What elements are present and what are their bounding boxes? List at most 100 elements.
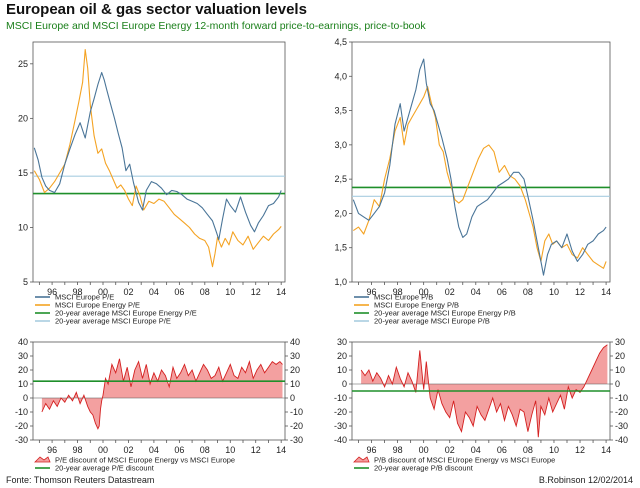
y-tick-label: 3,5 <box>334 106 347 116</box>
series-line-1 <box>33 49 282 268</box>
y-tick-label: 0 <box>23 393 28 403</box>
legend-pe_discount: P/E discount of MSCI Europe Energy vs MS… <box>34 456 235 473</box>
y-tick-label: -40 <box>334 435 347 445</box>
legend-label: MSCI Europe Energy P/B <box>374 301 459 310</box>
y-tick-label: 10 <box>337 365 347 375</box>
legend-label: MSCI Europe Energy P/E <box>55 301 140 310</box>
y-tick-label: 20 <box>18 113 28 123</box>
discount-line <box>41 358 283 430</box>
x-tick-label: 96 <box>47 445 57 455</box>
x-tick-label: 14 <box>601 445 611 455</box>
x-tick-label: 02 <box>123 287 133 297</box>
plot-frame <box>351 41 611 283</box>
legend-label: P/B discount of MSCI EUrope Energy vs MS… <box>374 456 555 465</box>
x-tick-label: 06 <box>174 445 184 455</box>
x-tick-label: 08 <box>200 287 210 297</box>
y-tick-label-right: -30 <box>615 421 628 431</box>
legend-label: 20-year average MSCI Europe Energy P/E <box>55 309 197 318</box>
y-tick-label: 2,5 <box>334 174 347 184</box>
y-tick-label: 5 <box>23 277 28 287</box>
y-tick-label-right: 30 <box>615 337 625 347</box>
y-tick-label: 40 <box>18 337 28 347</box>
y-tick-label: 25 <box>18 59 28 69</box>
y-tick-label-right: 20 <box>615 351 625 361</box>
y-tick-label: 20 <box>337 351 347 361</box>
x-tick-label: 04 <box>471 287 481 297</box>
y-tick-label: 30 <box>337 337 347 347</box>
legend-label: 20-year average MSCI Europe Energy P/B <box>374 309 516 318</box>
x-tick-label: 06 <box>174 287 184 297</box>
source-note: Fonte: Thomson Reuters Datastream <box>6 475 155 485</box>
y-tick-label: 2,0 <box>334 208 347 218</box>
y-tick-label: 20 <box>18 365 28 375</box>
x-tick-label: 98 <box>393 287 403 297</box>
y-tick-label-right: 10 <box>290 379 300 389</box>
y-tick-label-right: 40 <box>290 337 300 347</box>
x-tick-label: 06 <box>497 287 507 297</box>
y-tick-label-right: -10 <box>290 407 303 417</box>
x-tick-label: 08 <box>200 445 210 455</box>
x-tick-label: 00 <box>419 445 429 455</box>
legend-label: 20-year average P/E discount <box>55 464 155 473</box>
legend-label: P/E discount of MSCI Europe Energy vs MS… <box>55 456 235 465</box>
legend-swatch-area <box>34 456 51 463</box>
legend-label: 20-year average P/B discount <box>374 464 474 473</box>
y-tick-label: -20 <box>15 421 28 431</box>
author-note: B.Robinson 12/02/2014 <box>538 475 633 485</box>
x-tick-label: 12 <box>251 445 261 455</box>
x-tick-label: 10 <box>225 287 235 297</box>
y-tick-label: -30 <box>15 435 28 445</box>
x-tick-label: 14 <box>601 287 611 297</box>
chart-pb: 1,0 1,5 2,0 2,5 3,0 3,5 4,0 4,5 96 98 00 02 04 06 08 10… <box>334 37 611 326</box>
y-tick-label-right: 30 <box>290 351 300 361</box>
y-tick-label-right: -20 <box>290 421 303 431</box>
y-tick-label: -10 <box>334 393 347 403</box>
plot-frame <box>32 341 286 441</box>
x-tick-label: 12 <box>575 287 585 297</box>
x-tick-label: 98 <box>73 445 83 455</box>
x-tick-label: 12 <box>251 287 261 297</box>
y-tick-label: -30 <box>334 421 347 431</box>
x-tick-label: 02 <box>123 445 133 455</box>
x-tick-label: 02 <box>445 287 455 297</box>
y-tick-label: 10 <box>18 222 28 232</box>
y-tick-label: 4,5 <box>334 37 347 47</box>
y-tick-label: 30 <box>18 351 28 361</box>
series-line-0 <box>33 71 282 241</box>
x-tick-label: 08 <box>523 445 533 455</box>
plot-frame <box>32 41 286 283</box>
series-line-0 <box>352 58 607 276</box>
legend-pb_discount: P/B discount of MSCI EUrope Energy vs MS… <box>353 456 555 473</box>
chart-pe: 5 10 15 20 25 96 98 00 02 04 06 08 10 12 14 MSCI Europe… <box>18 41 286 326</box>
x-tick-label: 06 <box>497 445 507 455</box>
y-tick-label: 4,0 <box>334 71 347 81</box>
x-tick-label: 08 <box>523 287 533 297</box>
discount-area <box>41 358 283 429</box>
x-tick-label: 04 <box>149 287 159 297</box>
y-tick-label: 15 <box>18 168 28 178</box>
y-tick-label-right: -10 <box>615 393 628 403</box>
x-tick-label: 98 <box>393 445 403 455</box>
y-tick-label: 1,0 <box>334 277 347 287</box>
y-tick-label: -10 <box>15 407 28 417</box>
discount-line <box>360 344 608 438</box>
y-tick-label: 0 <box>342 379 347 389</box>
y-tick-label-right: 0 <box>615 379 620 389</box>
legend-swatch-area <box>353 456 370 463</box>
x-tick-label: 98 <box>73 287 83 297</box>
x-tick-label: 10 <box>549 445 559 455</box>
y-tick-label-right: 0 <box>290 393 295 403</box>
y-tick-label-right: -30 <box>290 435 303 445</box>
legend-label: MSCI Europe P/B <box>374 293 433 302</box>
x-tick-label: 04 <box>149 445 159 455</box>
page-title: European oil & gas sector valuation leve… <box>6 1 307 18</box>
x-tick-label: 96 <box>367 445 377 455</box>
x-tick-label: 02 <box>445 445 455 455</box>
legend-label: MSCI Europe P/E <box>55 293 114 302</box>
x-tick-label: 12 <box>575 445 585 455</box>
x-tick-label: 14 <box>276 287 286 297</box>
x-tick-label: 10 <box>225 445 235 455</box>
legend-label: 20-year average MSCI Europe P/B <box>374 317 490 326</box>
